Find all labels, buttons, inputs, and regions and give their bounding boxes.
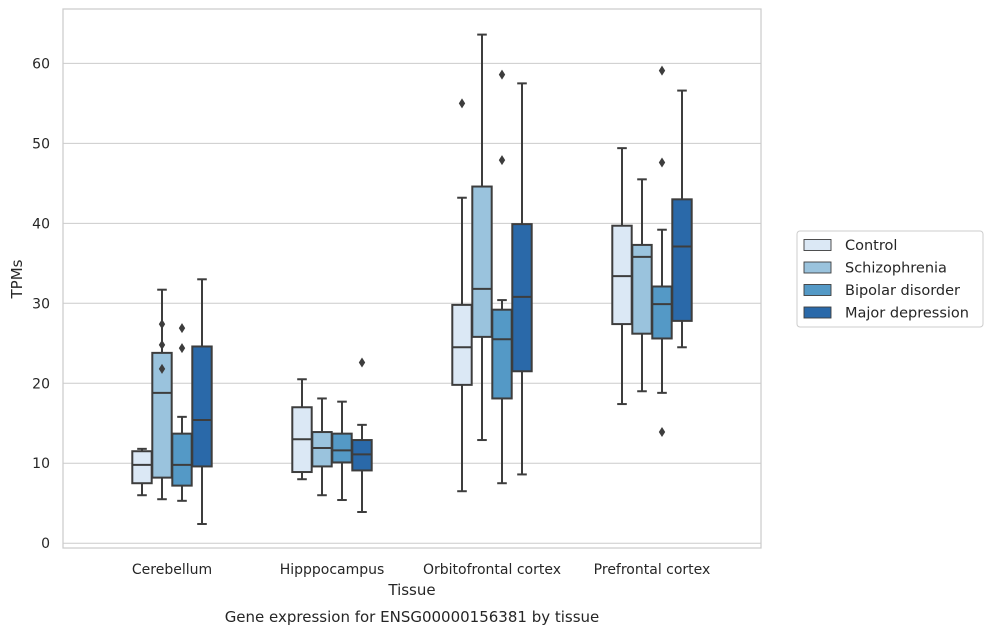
box-group <box>191 278 213 526</box>
legend-label: Bipolar disorder <box>845 283 960 299</box>
outlier-point <box>178 343 186 354</box>
outlier-point <box>158 319 166 330</box>
box <box>611 224 633 326</box>
box <box>451 303 473 386</box>
legend-label: Control <box>845 238 897 254</box>
outlier-point <box>498 155 506 166</box>
legend-swatch <box>803 261 832 274</box>
y-tick-label: 0 <box>41 536 50 552</box>
outlier-point <box>158 339 166 350</box>
box-group <box>671 89 693 349</box>
y-tick-label: 20 <box>32 376 50 392</box>
box-group <box>351 357 373 514</box>
outlier-point <box>498 69 506 80</box>
y-tick-label: 40 <box>32 216 50 232</box>
x-tick-labels: Cerebellum Hipppocampus Orbitofrontal cort… <box>132 562 710 578</box>
y-tick-label: 10 <box>32 456 50 472</box>
legend-swatch <box>803 284 832 296</box>
x-tick-label: Hipppocampus <box>280 562 385 578</box>
legend-frame <box>796 230 984 328</box>
box-group <box>331 400 353 502</box>
box-group <box>491 69 513 485</box>
plot-area-frame <box>62 8 762 549</box>
box <box>311 431 333 468</box>
y-tick-label: 30 <box>32 296 50 312</box>
y-tick-label: 60 <box>32 56 50 72</box>
box <box>171 432 193 487</box>
box-group <box>131 447 153 497</box>
x-tick-label: Orbitofrontal cortex <box>423 562 561 578</box>
box <box>631 243 653 335</box>
box-group <box>311 397 333 497</box>
boxes-layer <box>131 33 693 526</box>
legend-label: Schizophrenia <box>845 261 947 277</box>
box-group <box>631 178 653 393</box>
box-group <box>651 65 673 438</box>
x-tick-label: Cerebellum <box>132 562 212 578</box>
legend: Control Schizophrenia Bipolar disorder Majo… <box>796 230 984 328</box>
box <box>331 432 353 464</box>
outlier-point <box>178 323 186 334</box>
y-tick-labels: 0 10 20 30 40 50 60 <box>32 56 50 552</box>
box <box>491 308 513 400</box>
box <box>151 351 173 479</box>
outlier-point <box>658 65 666 76</box>
outlier-point <box>658 427 666 438</box>
chart-title: Gene expression for ENSG00000156381 by t… <box>225 608 600 626</box>
box-group <box>151 288 173 501</box>
outlier-point <box>358 357 366 368</box>
box <box>651 285 673 340</box>
legend-label: Major depression <box>845 306 969 322</box>
x-axis-label: Tissue <box>387 581 435 599</box>
box-group <box>471 33 493 442</box>
outlier-point <box>658 157 666 168</box>
legend-swatch <box>803 306 832 319</box>
box-group <box>291 378 313 481</box>
box <box>671 198 693 322</box>
box-group <box>611 147 633 406</box>
box <box>131 450 153 485</box>
y-tick-label: 50 <box>32 136 50 152</box>
outlier-point <box>458 98 466 109</box>
box-group <box>171 323 193 502</box>
box-group <box>451 98 473 493</box>
x-tick-label: Prefrontal cortex <box>594 562 711 578</box>
box <box>191 345 213 468</box>
box <box>471 185 493 338</box>
y-axis-label: TPMs <box>8 259 26 299</box>
box-group <box>511 82 533 476</box>
outlier-point <box>158 363 166 374</box>
legend-swatch <box>803 239 832 251</box>
